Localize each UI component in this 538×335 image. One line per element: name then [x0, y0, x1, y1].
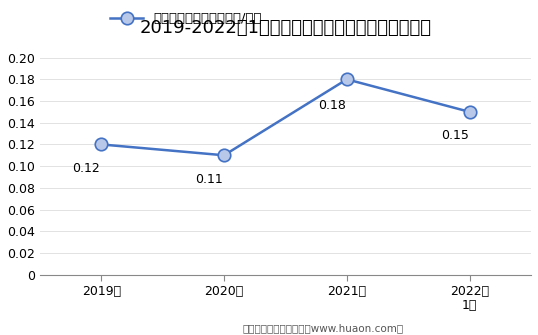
Title: 2019-2022年1月郑州商品交易所棉花期权成交均价: 2019-2022年1月郑州商品交易所棉花期权成交均价	[139, 19, 431, 37]
Text: 制图：华经产业研究院（www.huaon.com）: 制图：华经产业研究院（www.huaon.com）	[242, 323, 404, 333]
棉花期权成交均价（万元/手）	[344, 77, 350, 81]
Legend: 棉花期权成交均价（万元/手）: 棉花期权成交均价（万元/手）	[110, 12, 263, 25]
Text: 0.18: 0.18	[318, 99, 346, 112]
Text: 0.15: 0.15	[441, 129, 469, 142]
棉花期权成交均价（万元/手）	[221, 153, 227, 157]
Text: 0.11: 0.11	[195, 173, 223, 186]
棉花期权成交均价（万元/手）	[98, 142, 104, 146]
Text: 1月: 1月	[462, 298, 477, 312]
棉花期权成交均价（万元/手）	[466, 110, 473, 114]
Line: 棉花期权成交均价（万元/手）: 棉花期权成交均价（万元/手）	[95, 73, 476, 161]
Text: 0.12: 0.12	[73, 162, 101, 175]
